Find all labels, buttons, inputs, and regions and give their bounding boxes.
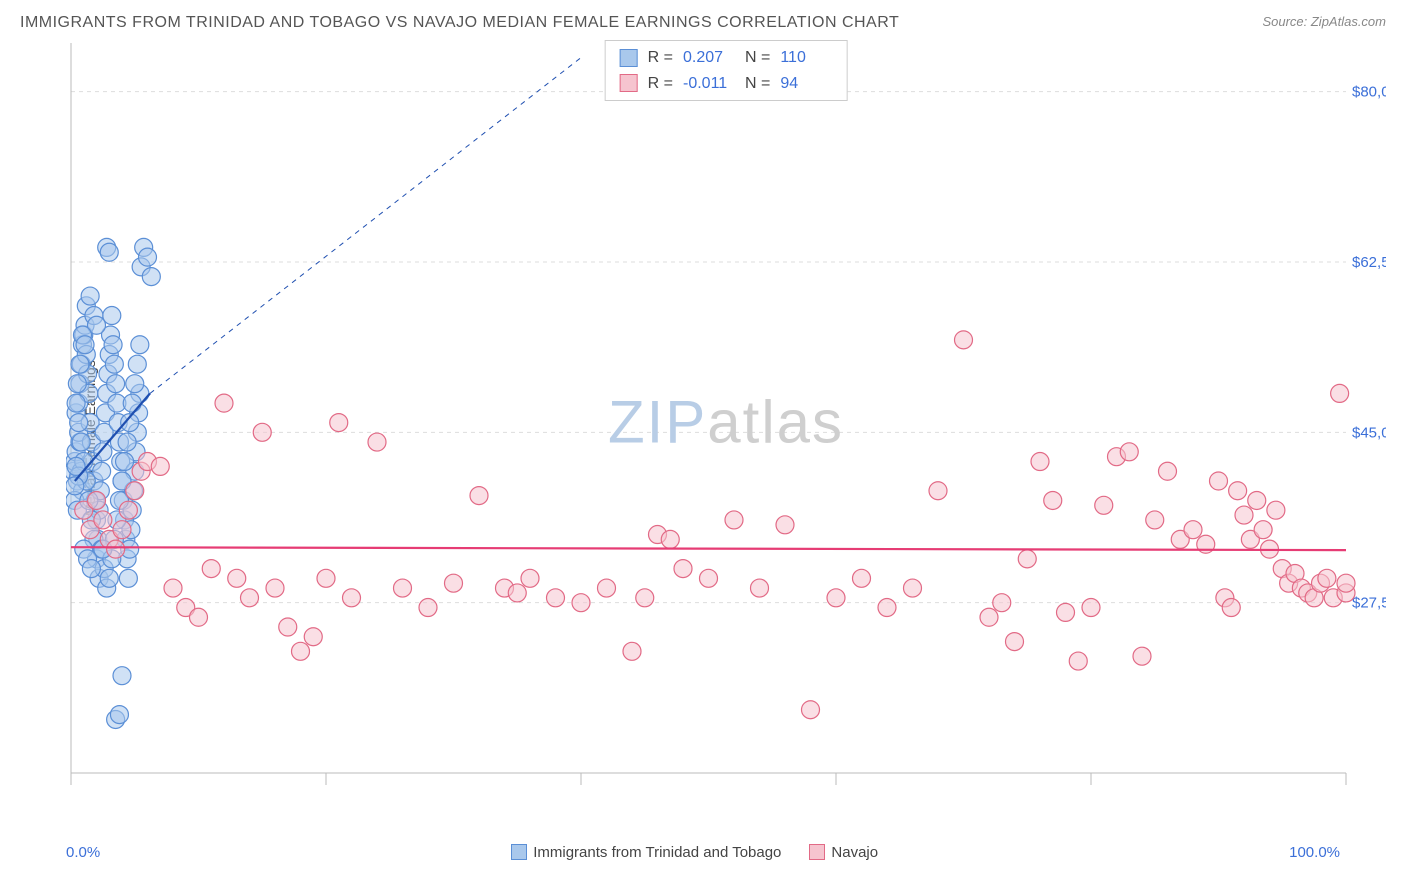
svg-text:$62,500: $62,500: [1352, 254, 1386, 271]
legend-bottom: 0.0% Immigrants from Trinidad and Tobago…: [20, 838, 1386, 861]
svg-text:$45,000: $45,000: [1352, 424, 1386, 441]
chart-title: IMMIGRANTS FROM TRINIDAD AND TOBAGO VS N…: [20, 14, 899, 32]
stats-box: R = 0.207 N = 110 R = -0.011 N = 94: [605, 40, 848, 101]
scatter-chart: $27,500 $45,000 $62,500 $80,000: [66, 38, 1386, 838]
legend-item-series-2: Navajo: [809, 844, 878, 861]
stats-row-series-2: R = -0.011 N = 94: [620, 71, 833, 97]
x-axis-min: 0.0%: [66, 844, 100, 861]
svg-text:$27,500: $27,500: [1352, 595, 1386, 612]
chart-container: Median Female Earnings $27,500$45,000$62…: [20, 38, 1386, 838]
legend-item-series-1: Immigrants from Trinidad and Tobago: [511, 844, 781, 861]
svg-text:$80,000: $80,000: [1352, 84, 1386, 101]
stats-row-series-1: R = 0.207 N = 110: [620, 45, 833, 71]
x-axis-max: 100.0%: [1289, 844, 1340, 861]
source-label: Source: ZipAtlas.com: [1262, 14, 1386, 29]
